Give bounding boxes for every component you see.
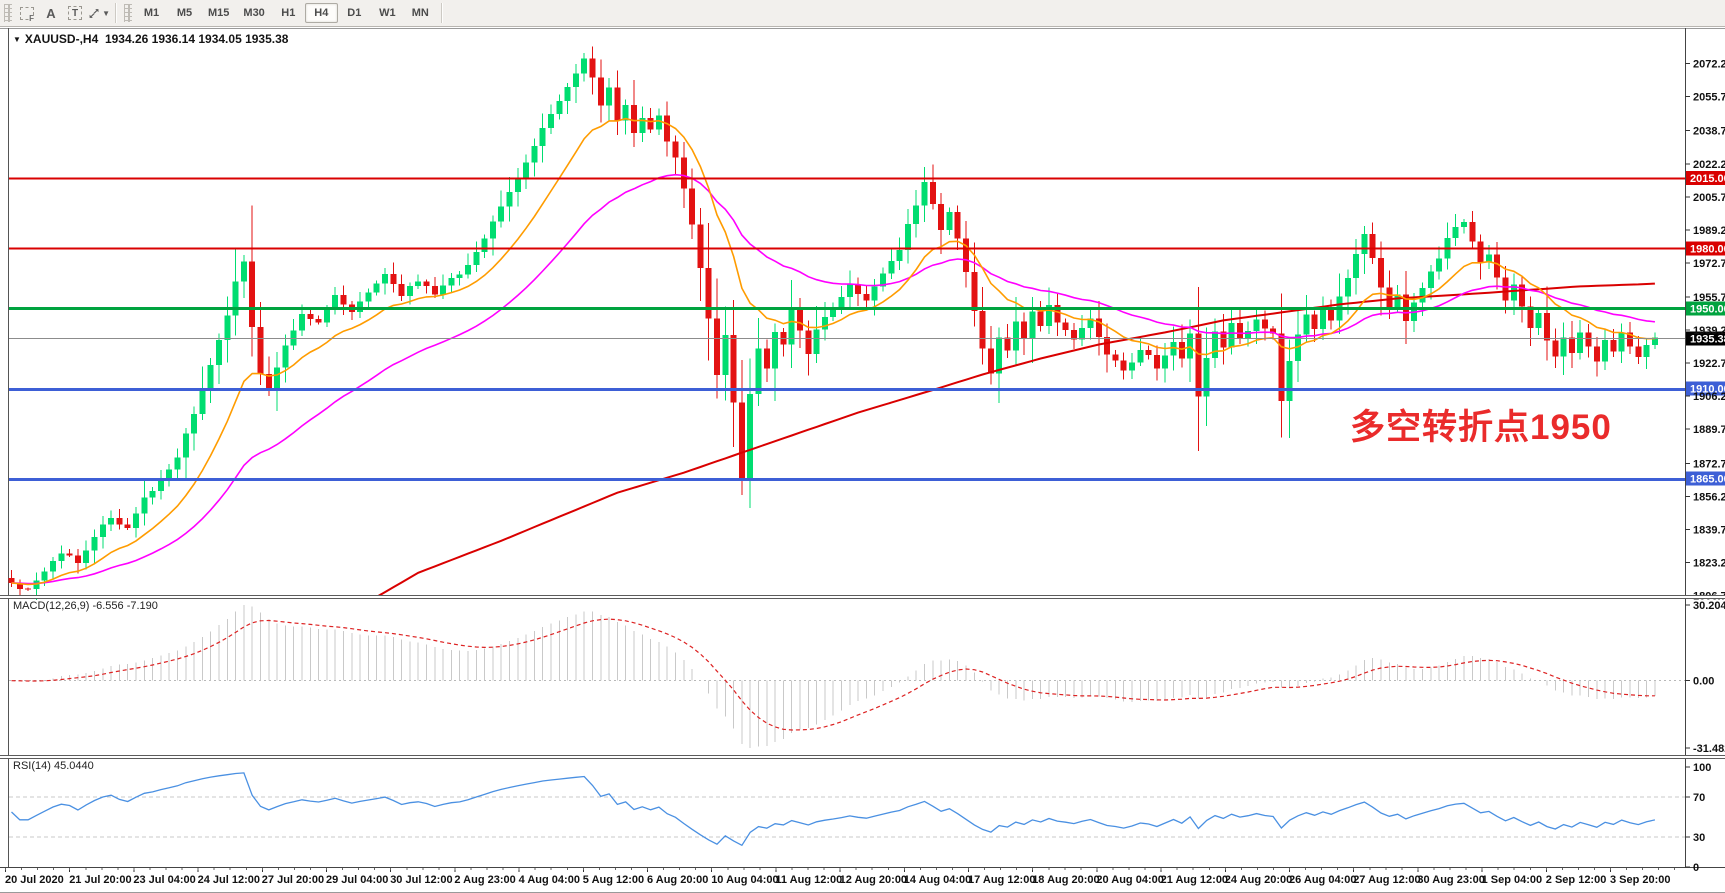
svg-text:2 Sep 12:00: 2 Sep 12:00 xyxy=(1546,874,1607,886)
svg-text:10 Aug 04:00: 10 Aug 04:00 xyxy=(711,874,778,886)
svg-text:27 Jul 20:00: 27 Jul 20:00 xyxy=(262,874,324,886)
svg-text:1856.20: 1856.20 xyxy=(1693,491,1725,503)
svg-text:21 Jul 20:00: 21 Jul 20:00 xyxy=(69,874,131,886)
arrows-tool-icon[interactable]: ▼ xyxy=(88,3,110,23)
svg-text:24 Aug 20:00: 24 Aug 20:00 xyxy=(1225,874,1292,886)
svg-text:29 Jul 04:00: 29 Jul 04:00 xyxy=(326,874,388,886)
toolbar-grip xyxy=(124,4,132,22)
toolbar-separator xyxy=(440,3,442,23)
svg-text:1989.20: 1989.20 xyxy=(1693,225,1725,237)
toolbar-grip xyxy=(4,4,12,22)
svg-text:1935.38: 1935.38 xyxy=(1690,334,1725,346)
svg-text:2005.70: 2005.70 xyxy=(1693,192,1725,204)
svg-text:1939.20: 1939.20 xyxy=(1693,325,1725,337)
svg-text:1972.70: 1972.70 xyxy=(1693,258,1725,270)
svg-text:2022.20: 2022.20 xyxy=(1693,159,1725,171)
svg-text:24 Jul 12:00: 24 Jul 12:00 xyxy=(198,874,260,886)
svg-text:26 Aug 04:00: 26 Aug 04:00 xyxy=(1289,874,1356,886)
svg-text:1839.70: 1839.70 xyxy=(1693,524,1725,536)
timeframe-button-m30[interactable]: M30 xyxy=(243,7,265,19)
svg-text:20 Aug 04:00: 20 Aug 04:00 xyxy=(1096,874,1163,886)
macd-histogram xyxy=(19,605,1656,748)
timeframe-button-group: M1 M5 M15 M30 H1 H4 D1 W1 MN xyxy=(135,3,437,23)
svg-text:30 Jul 12:00: 30 Jul 12:00 xyxy=(390,874,452,886)
svg-text:18 Aug 20:00: 18 Aug 20:00 xyxy=(1032,874,1099,886)
svg-text:1865.00: 1865.00 xyxy=(1690,474,1725,486)
timeframe-button-w1[interactable]: W1 xyxy=(379,7,396,19)
label-tool-icon[interactable]: A xyxy=(46,5,56,21)
timeframe-button-h4[interactable]: H4 xyxy=(304,3,338,23)
svg-text:1872.70: 1872.70 xyxy=(1693,458,1725,470)
svg-text:1980.00: 1980.00 xyxy=(1690,243,1725,255)
timeframe-button-h1[interactable]: H1 xyxy=(281,7,296,19)
text-tool-icon[interactable]: T xyxy=(64,3,86,23)
svg-text:23 Jul 04:00: 23 Jul 04:00 xyxy=(133,874,195,886)
svg-text:0: 0 xyxy=(1693,862,1699,874)
svg-text:1 Sep 04:00: 1 Sep 04:00 xyxy=(1482,874,1543,886)
svg-text:2038.70: 2038.70 xyxy=(1693,126,1725,138)
svg-text:1950.00: 1950.00 xyxy=(1690,303,1725,315)
svg-text:1906.20: 1906.20 xyxy=(1693,391,1725,403)
svg-text:2072.20: 2072.20 xyxy=(1693,59,1725,71)
timeframe-button-m5[interactable]: M5 xyxy=(176,7,193,19)
svg-text:1889.70: 1889.70 xyxy=(1693,424,1725,436)
svg-text:5 Aug 12:00: 5 Aug 12:00 xyxy=(583,874,644,886)
svg-text:30.204: 30.204 xyxy=(1693,600,1725,612)
svg-text:-31.482: -31.482 xyxy=(1693,743,1725,755)
price-axis: 2072.20 2055.70 2038.70 2022.20 2005.70 1989.… xyxy=(1685,59,1725,602)
svg-text:6 Aug 20:00: 6 Aug 20:00 xyxy=(647,874,708,886)
svg-text:12 Aug 20:00: 12 Aug 20:00 xyxy=(840,874,907,886)
svg-text:2055.70: 2055.70 xyxy=(1693,92,1725,104)
medium-ma-line xyxy=(11,173,1655,585)
freeze-grid-icon[interactable]: F xyxy=(16,3,38,23)
svg-text:27 Aug 12:00: 27 Aug 12:00 xyxy=(1353,874,1420,886)
svg-text:4 Aug 04:00: 4 Aug 04:00 xyxy=(519,874,580,886)
dropdown-caret-icon[interactable]: ▼ xyxy=(102,8,110,18)
chart-window: 2015.00 1980.00 1950.00 1910.00 1865.00 1935.… xyxy=(0,27,1725,893)
svg-text:20 Jul 2020: 20 Jul 2020 xyxy=(5,874,64,886)
svg-text:3 Sep 20:00: 3 Sep 20:00 xyxy=(1610,874,1671,886)
svg-text:2015.00: 2015.00 xyxy=(1690,173,1725,185)
timeframe-button-d1[interactable]: D1 xyxy=(347,7,362,19)
slow-ma-line xyxy=(376,282,1655,598)
svg-text:70: 70 xyxy=(1693,792,1705,804)
svg-text:30: 30 xyxy=(1693,832,1705,844)
svg-text:17 Aug 12:00: 17 Aug 12:00 xyxy=(968,874,1035,886)
svg-text:2 Aug 23:00: 2 Aug 23:00 xyxy=(454,874,515,886)
svg-text:30 Aug 23:00: 30 Aug 23:00 xyxy=(1417,874,1484,886)
timeframe-button-mn[interactable]: MN xyxy=(411,7,429,19)
svg-text:21 Aug 12:00: 21 Aug 12:00 xyxy=(1161,874,1228,886)
toolbar-separator xyxy=(115,3,116,23)
svg-text:1823.20: 1823.20 xyxy=(1693,557,1725,569)
svg-text:1910.00: 1910.00 xyxy=(1690,384,1725,396)
svg-text:14 Aug 04:00: 14 Aug 04:00 xyxy=(904,874,971,886)
svg-text:0.00: 0.00 xyxy=(1693,676,1714,688)
fast-ma-line xyxy=(11,117,1655,586)
diagonal-arrows-icon xyxy=(89,8,99,18)
svg-text:100: 100 xyxy=(1693,762,1711,774)
rsi-line xyxy=(11,772,1656,847)
timeframe-button-m1[interactable]: M1 xyxy=(143,7,160,19)
macd-signal-line xyxy=(11,618,1655,731)
date-axis: 20 Jul 2020 21 Jul 20:00 23 Jul 04:00 24 Ju… xyxy=(5,868,1676,886)
chart-canvas[interactable]: 2015.00 1980.00 1950.00 1910.00 1865.00 1935.… xyxy=(0,27,1725,893)
svg-text:11 Aug 12:00: 11 Aug 12:00 xyxy=(775,874,842,886)
svg-text:1955.70: 1955.70 xyxy=(1693,292,1725,304)
horizontal-level-lines: 2015.00 1980.00 1950.00 1910.00 1865.00 1935.… xyxy=(9,171,1725,486)
svg-text:1922.70: 1922.70 xyxy=(1693,358,1725,370)
toolbar: F A T ▼ M1 M5 M15 M30 H1 H4 D1 W1 MN xyxy=(0,0,1725,27)
timeframe-button-m15[interactable]: M15 xyxy=(208,7,230,19)
